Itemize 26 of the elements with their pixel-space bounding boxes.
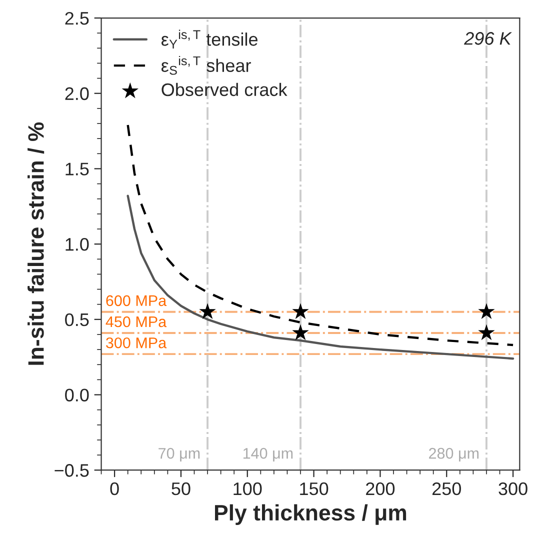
y-tick-label: 2.5	[65, 12, 89, 25]
x-tick-label: 300	[498, 482, 528, 496]
ref-line-label: 450 MPa	[106, 316, 167, 328]
y-tick-label: 1.5	[66, 162, 89, 176]
legend-label: ε$_{Y}$$^{is,T}$ tensile	[161, 30, 258, 48]
ref-line-label: 600 MPa	[106, 295, 167, 306]
ref-line-label: 140 μm	[243, 448, 293, 462]
legend-label: ε$_{S}$$^{is,T}$ shear	[161, 56, 251, 75]
y-tick-label: 2.0	[65, 87, 89, 100]
x-tick-label: 250	[432, 482, 461, 496]
x-tick-label: 50	[172, 482, 190, 496]
x-tick-label: 150	[300, 482, 328, 496]
ref-line-label: 280 μm	[429, 448, 479, 462]
y-tick-label: −0.5	[54, 464, 89, 477]
x-tick-label: 100	[234, 482, 262, 496]
ref-line-label: 300 MPa	[106, 337, 167, 348]
legend-label: Observed crack	[162, 82, 288, 96]
annotation: 296 K	[464, 32, 512, 45]
y-tick-label: 1.0	[66, 238, 89, 251]
x-tick-label: 200	[366, 482, 395, 496]
x-tick-label: 0	[110, 482, 119, 496]
y-tick-label: 0.0	[65, 388, 89, 402]
x-axis-title: Ply thickness / μm	[215, 504, 406, 526]
y-axis-title: In-situ failure strain / %	[28, 122, 44, 365]
ref-line-label: 70 μm	[158, 448, 200, 462]
y-tick-label: 0.5	[65, 313, 89, 326]
